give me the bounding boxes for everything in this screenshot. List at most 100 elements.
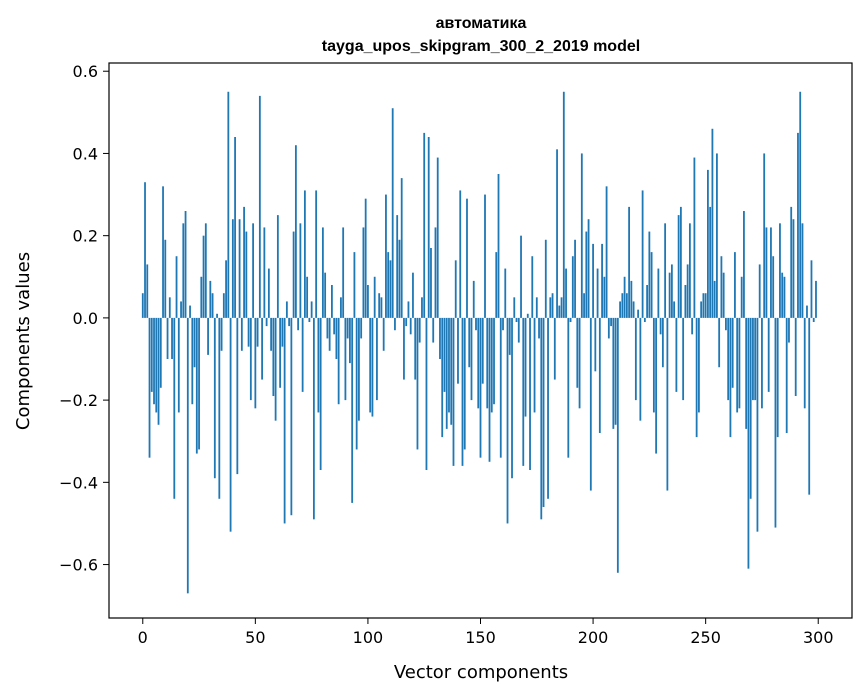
x-axis-ticks: 0 50 100 150 200 250 300 <box>138 618 834 647</box>
bar-179 <box>544 239 547 318</box>
bar-66 <box>290 317 293 516</box>
bar-251 <box>707 169 709 318</box>
bar-97 <box>360 317 363 339</box>
bar-52 <box>258 95 261 318</box>
bar-139 <box>454 260 457 318</box>
bar-292 <box>799 91 802 318</box>
bar-8 <box>159 317 162 388</box>
chart-subtitle: tayga_upos_skipgram_300_2_2019 model <box>322 38 640 55</box>
bar-94 <box>353 252 356 318</box>
bar-249 <box>702 293 705 318</box>
bar-149 <box>477 317 480 409</box>
bar-258 <box>722 272 725 318</box>
bar-207 <box>607 317 610 339</box>
bar-17 <box>180 301 182 318</box>
bar-106 <box>380 297 383 318</box>
bar-42 <box>236 317 239 475</box>
bar-118 <box>407 301 410 318</box>
x-tick-label: 150 <box>465 628 496 647</box>
bar-215 <box>625 293 628 318</box>
bar-150 <box>479 317 482 458</box>
bar-43 <box>238 219 241 318</box>
bar-236 <box>673 301 676 318</box>
bar-155 <box>490 317 493 413</box>
bar-28 <box>204 223 207 318</box>
bar-33 <box>216 313 218 318</box>
bar-18 <box>182 223 185 318</box>
bar-20 <box>186 317 189 594</box>
bar-4 <box>150 317 153 392</box>
bar-83 <box>328 317 331 351</box>
bar-153 <box>486 317 489 409</box>
bar-135 <box>445 317 448 429</box>
bar-192 <box>574 239 576 318</box>
bar-117 <box>405 317 408 327</box>
bar-276 <box>763 153 766 318</box>
bar-271 <box>752 317 754 401</box>
bar-138 <box>452 317 455 466</box>
bar-205 <box>603 276 606 318</box>
bar-279 <box>770 227 772 318</box>
y-tick-label: −0.4 <box>59 473 98 492</box>
bar-282 <box>776 317 779 438</box>
bar-30 <box>209 280 212 318</box>
bar-270 <box>749 317 752 499</box>
bar-233 <box>666 317 669 491</box>
y-tick-label: 0.2 <box>73 227 98 246</box>
y-axis-label: Components values <box>13 252 34 430</box>
bar-61 <box>279 317 282 388</box>
bar-53 <box>261 317 263 380</box>
bar-12 <box>168 297 171 318</box>
bar-140 <box>457 317 459 384</box>
bar-121 <box>414 317 417 380</box>
bar-87 <box>337 317 340 405</box>
bar-84 <box>331 285 333 318</box>
bar-60 <box>276 215 279 318</box>
bar-191 <box>571 256 574 318</box>
bar-160 <box>502 317 504 331</box>
bar-143 <box>463 317 466 450</box>
bar-89 <box>342 227 345 318</box>
bar-22 <box>191 317 194 405</box>
bar-273 <box>756 317 759 532</box>
bar-5 <box>153 317 155 405</box>
bar-114 <box>398 239 401 318</box>
bar-130 <box>434 227 437 318</box>
bar-221 <box>639 317 642 421</box>
y-tick-label: 0.0 <box>73 309 98 328</box>
bar-190 <box>569 317 572 322</box>
bar-69 <box>297 317 300 331</box>
bar-165 <box>513 297 516 318</box>
bar-6 <box>155 317 158 413</box>
chart-title: автоматика <box>436 15 527 32</box>
bar-206 <box>605 186 608 318</box>
bar-269 <box>747 317 750 569</box>
bar-223 <box>643 317 646 322</box>
bar-158 <box>497 174 500 318</box>
bar-40 <box>231 219 234 318</box>
plot-frame <box>108 62 853 619</box>
bar-231 <box>661 317 664 368</box>
bar-169 <box>522 317 525 466</box>
bar-189 <box>567 317 570 458</box>
bar-125 <box>423 132 426 318</box>
bar-50 <box>254 317 257 409</box>
bar-90 <box>344 317 347 401</box>
bar-204 <box>601 243 603 318</box>
bar-257 <box>720 256 723 318</box>
bar-298 <box>812 317 815 322</box>
bar-113 <box>396 215 399 318</box>
x-tick-label: 250 <box>690 628 721 647</box>
bar-144 <box>466 198 468 318</box>
bar-242 <box>686 264 689 318</box>
bar-92 <box>349 317 351 364</box>
bar-112 <box>394 317 396 331</box>
bar-241 <box>684 285 687 318</box>
bar-214 <box>623 276 626 318</box>
bar-91 <box>346 317 349 339</box>
bar-57 <box>270 317 273 351</box>
bar-280 <box>772 256 775 318</box>
bar-219 <box>634 317 637 401</box>
bar-36 <box>222 293 225 318</box>
bar-59 <box>274 317 277 421</box>
